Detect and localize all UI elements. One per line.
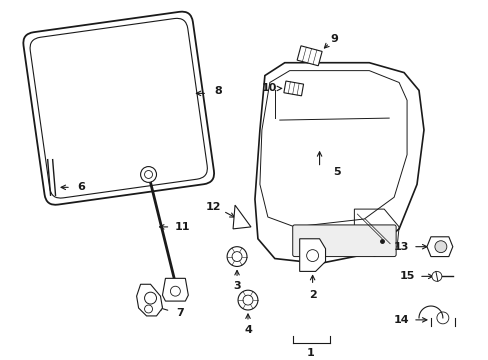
- Text: 11: 11: [174, 222, 190, 232]
- Polygon shape: [254, 63, 423, 264]
- Text: 15: 15: [399, 271, 414, 282]
- Text: 8: 8: [214, 86, 222, 96]
- Circle shape: [238, 290, 257, 310]
- Text: 1: 1: [306, 347, 314, 357]
- Circle shape: [434, 241, 446, 253]
- Text: 12: 12: [205, 202, 221, 212]
- Circle shape: [141, 167, 156, 183]
- Polygon shape: [136, 284, 162, 316]
- Polygon shape: [233, 205, 250, 229]
- Text: 2: 2: [308, 290, 316, 300]
- FancyBboxPatch shape: [23, 12, 214, 205]
- Text: 13: 13: [393, 242, 408, 252]
- Text: 14: 14: [392, 315, 408, 325]
- Text: 7: 7: [176, 308, 184, 318]
- Text: 3: 3: [233, 281, 241, 291]
- Text: 6: 6: [77, 182, 85, 192]
- Circle shape: [226, 247, 246, 266]
- Text: 9: 9: [330, 34, 338, 44]
- FancyBboxPatch shape: [292, 225, 395, 257]
- Text: 10: 10: [262, 84, 277, 94]
- Text: 4: 4: [244, 325, 251, 335]
- Circle shape: [431, 271, 441, 281]
- Polygon shape: [162, 278, 188, 301]
- Polygon shape: [284, 81, 303, 96]
- Polygon shape: [426, 237, 452, 257]
- Polygon shape: [297, 46, 322, 66]
- Text: 5: 5: [333, 167, 341, 176]
- Polygon shape: [299, 239, 325, 271]
